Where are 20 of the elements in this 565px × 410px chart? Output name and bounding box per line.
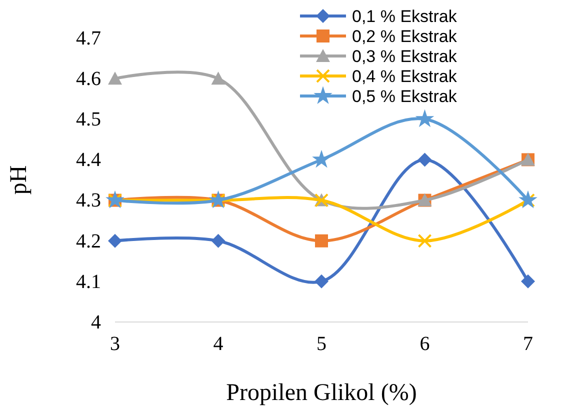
legend-label: 0,1 % Ekstrak [352, 7, 458, 26]
legend-label: 0,4 % Ekstrak [352, 67, 458, 86]
y-tick-label: 4.3 [76, 190, 101, 212]
x-tick-label: 4 [213, 333, 224, 356]
legend-label: 0,2 % Ekstrak [352, 27, 458, 46]
x-tick-label: 3 [110, 333, 120, 356]
y-tick-label: 4.1 [76, 270, 101, 293]
y-axis-title: pH [6, 165, 32, 195]
x-tick-label: 6 [420, 333, 430, 356]
y-tick-label: 4.5 [76, 108, 101, 131]
x-axis-title: Propilen Glikol (%) [226, 380, 417, 406]
legend-label: 0,3 % Ekstrak [352, 47, 458, 66]
x-tick-label: 5 [316, 333, 326, 356]
legend-label: 0,5 % Ekstrak [352, 87, 458, 106]
y-tick-label: 4 [91, 311, 101, 334]
y-tick-label: 4.2 [76, 230, 101, 252]
y-tick-label: 4.7 [76, 27, 101, 50]
x-tick-label: 7 [523, 333, 533, 356]
y-tick-label: 4.6 [76, 68, 101, 90]
y-tick-label: 4.4 [76, 149, 101, 172]
